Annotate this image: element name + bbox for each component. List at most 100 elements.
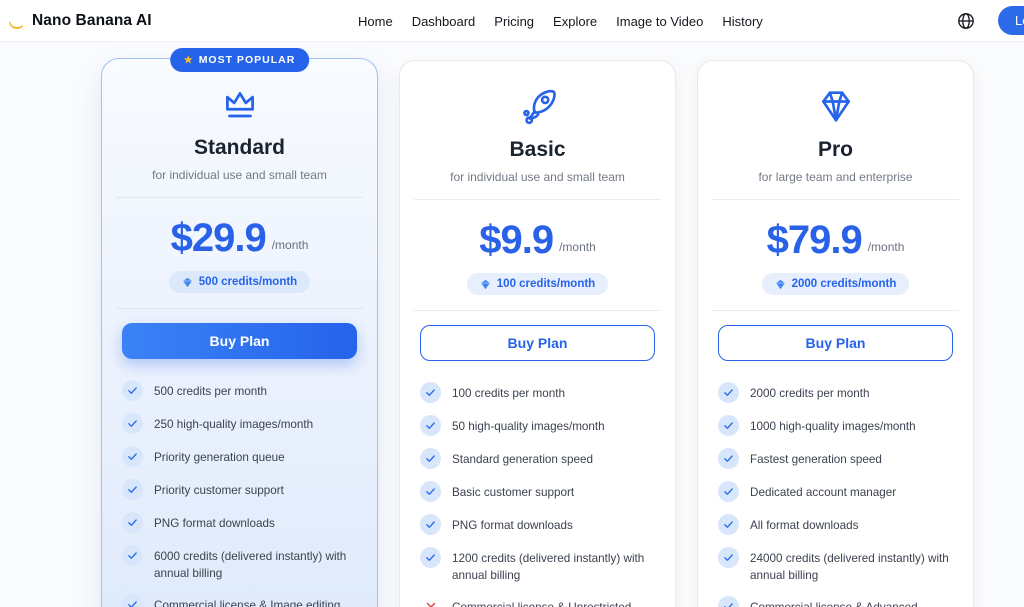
star-icon: ★ — [183, 54, 194, 66]
feature-text: Commercial license & Unrestricted usage … — [452, 597, 655, 607]
check-icon — [122, 413, 143, 434]
check-icon — [718, 415, 739, 436]
divider — [712, 310, 959, 311]
feature-item: PNG format downloads — [420, 514, 655, 535]
feature-item: 1000 high-quality images/month — [718, 415, 953, 436]
plan-card-standard: ★ MOST POPULAR Standard for individual u… — [101, 48, 378, 607]
feature-item: 50 high-quality images/month — [420, 415, 655, 436]
most-popular-label: MOST POPULAR — [198, 54, 296, 66]
brand-name: Nano Banana AI — [32, 12, 152, 29]
check-icon — [420, 448, 441, 469]
feature-item: Dedicated account manager — [718, 481, 953, 502]
plan-name: Standard — [193, 136, 285, 159]
nav-item-pricing[interactable]: Pricing — [494, 13, 535, 29]
feature-item: 1200 credits (delivered instantly) with … — [420, 547, 655, 584]
feature-text: Priority customer support — [154, 484, 284, 497]
feature-text: All format downloads — [750, 519, 859, 532]
feature-text: Commercial license & Image editing tools — [154, 599, 341, 607]
feature-text: 2000 credits per month — [750, 387, 870, 400]
check-icon — [420, 382, 441, 403]
check-icon — [420, 514, 441, 535]
check-icon — [122, 512, 143, 533]
feature-text: PNG format downloads — [452, 519, 573, 532]
buy-plan-button[interactable]: Buy Plan — [718, 325, 953, 361]
credits-badge-label: 100 credits/month — [496, 278, 596, 290]
divider — [414, 310, 661, 311]
feature-text: Dedicated account manager — [750, 486, 897, 499]
language-globe-icon[interactable] — [952, 7, 980, 35]
feature-item: Priority generation queue — [122, 446, 357, 467]
credits-badge-label: 2000 credits/month — [791, 278, 897, 290]
check-icon — [122, 479, 143, 500]
plan-period: /month — [559, 240, 596, 254]
feature-item: Priority customer support — [122, 479, 357, 500]
check-icon — [420, 415, 441, 436]
feature-item: Basic customer support — [420, 481, 655, 502]
feature-text: 1000 high-quality images/month — [750, 420, 916, 433]
most-popular-badge: ★ MOST POPULAR — [169, 48, 310, 72]
login-button[interactable]: Login — [998, 6, 1024, 35]
price-row: $29.9 /month — [122, 214, 357, 260]
check-icon — [718, 481, 739, 502]
buy-plan-button[interactable]: Buy Plan — [420, 325, 655, 361]
nav-item-image-to-video[interactable]: Image to Video — [616, 13, 704, 29]
rocket-icon — [420, 85, 655, 129]
nav-item-dashboard[interactable]: Dashboard — [411, 13, 476, 29]
plan-price: $79.9 — [766, 218, 863, 262]
price-row: $9.9 /month — [420, 216, 655, 262]
header: Nano Banana AI Home Dashboard Pricing Ex… — [0, 0, 1024, 42]
feature-item: 24000 credits (delivered instantly) with… — [718, 547, 953, 584]
divider — [116, 197, 363, 198]
feature-text: 250 high-quality images/month — [154, 418, 314, 431]
feature-item: Commercial license & Unrestricted usage … — [420, 597, 655, 607]
feature-list: 2000 credits per month 1000 high-quality … — [718, 382, 953, 607]
feature-item: Standard generation speed — [420, 448, 655, 469]
plan-subtitle: for large team and enterprise — [758, 170, 913, 184]
check-icon — [718, 547, 739, 568]
plan-period: /month — [271, 238, 309, 252]
feature-text: Standard generation speed — [452, 453, 594, 466]
buy-plan-button[interactable]: Buy Plan — [122, 323, 357, 359]
check-icon — [122, 545, 143, 566]
check-icon — [122, 446, 143, 467]
check-icon — [718, 514, 739, 535]
feature-text: 100 credits per month — [452, 387, 566, 400]
plan-name: Pro — [817, 138, 853, 161]
crown-icon — [122, 83, 357, 127]
nav-item-explore[interactable]: Explore — [553, 13, 598, 29]
feature-item: 6000 credits (delivered instantly) with … — [122, 545, 357, 582]
feature-item: 250 high-quality images/month — [122, 413, 357, 434]
feature-item: PNG format downloads — [122, 512, 357, 533]
feature-text: 50 high-quality images/month — [452, 420, 605, 433]
feature-text: Basic customer support — [452, 486, 575, 499]
feature-text: 1200 credits (delivered instantly) with … — [452, 552, 645, 582]
feature-text: 500 credits per month — [154, 385, 268, 398]
plan-name: Basic — [509, 138, 566, 161]
feature-item: 100 credits per month — [420, 382, 655, 403]
price-row: $79.9 /month — [718, 216, 953, 262]
check-icon — [122, 380, 143, 401]
nav-item-history[interactable]: History — [722, 13, 763, 29]
feature-text: PNG format downloads — [154, 517, 275, 530]
main-nav: Home Dashboard Pricing Explore Image to … — [358, 0, 763, 42]
plan-card-basic: Basic for individual use and small team … — [399, 60, 676, 607]
credits-badge: 2000 credits/month — [761, 273, 910, 295]
feature-item: 2000 credits per month — [718, 382, 953, 403]
feature-item: All format downloads — [718, 514, 953, 535]
check-icon — [718, 448, 739, 469]
plan-price: $9.9 — [479, 218, 554, 262]
plan-subtitle: for individual use and small team — [152, 168, 327, 182]
feature-text: Priority generation queue — [154, 451, 285, 464]
check-icon — [718, 596, 739, 607]
nav-item-home[interactable]: Home — [358, 13, 393, 29]
banana-logo-icon — [8, 13, 25, 30]
brand[interactable]: Nano Banana AI — [8, 0, 152, 42]
check-icon — [122, 594, 143, 607]
feature-text: 6000 credits (delivered instantly) with … — [154, 550, 347, 580]
divider — [116, 308, 363, 309]
feature-item: 500 credits per month — [122, 380, 357, 401]
feature-list: 500 credits per month 250 high-quality im… — [122, 380, 357, 607]
plan-period: /month — [867, 240, 905, 254]
diamond-icon — [775, 279, 786, 290]
feature-text: 24000 credits (delivered instantly) with… — [750, 552, 949, 582]
